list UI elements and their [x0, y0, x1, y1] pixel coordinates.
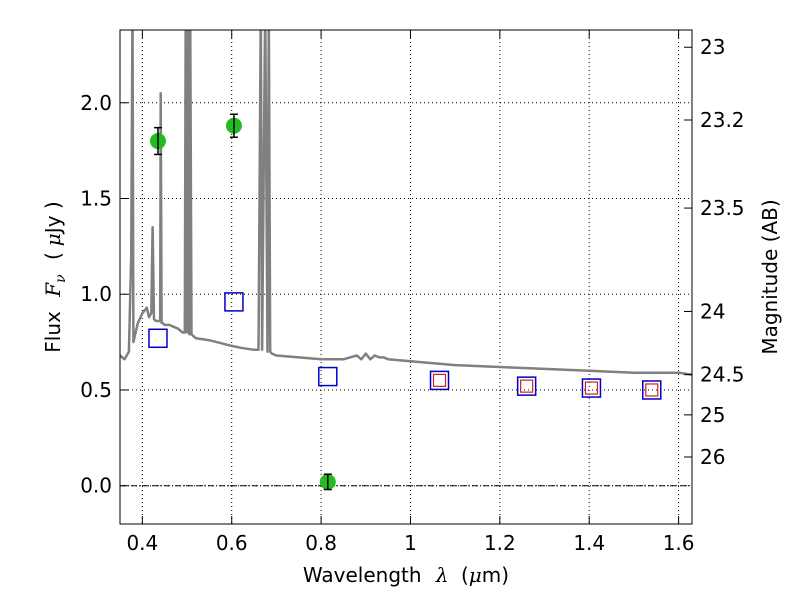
y-axis-title-unit-rest: Jy ) [41, 201, 65, 235]
x-axis-title-symbol: λ [435, 563, 449, 587]
model-point [516, 376, 537, 396]
y-tick-label: 2.0 [80, 91, 112, 115]
x-axis-title-prefix: Wavelength [303, 563, 422, 587]
model-inner-point [520, 379, 534, 393]
y-axis-title-symbol: F [41, 282, 65, 298]
x-axis-title-unit-open: ( [461, 563, 469, 587]
model-inner-point [645, 383, 659, 397]
sed-template-layer [120, 30, 692, 376]
y2-tick-label: 24 [700, 299, 725, 323]
plot-frame [119, 29, 693, 525]
y-axis-title-prefix: Flux [41, 311, 65, 353]
y2-tick-label: 24.5 [700, 363, 745, 387]
x-axis-ticks: 0.4 0.6 0.8 1 1.2 1.4 1.6 [126, 30, 695, 555]
model-point [224, 292, 244, 312]
y-axis-title-subscript: ν [53, 274, 69, 283]
x-tick-label: 0.4 [126, 531, 158, 555]
x-tick-label: 1.4 [573, 531, 605, 555]
x-tick-label: 1 [404, 531, 417, 555]
y-tick-label: 1.5 [80, 186, 112, 210]
y2-tick-label: 25 [700, 403, 725, 427]
model-point [318, 366, 338, 387]
y2-tick-label: 23 [700, 35, 725, 59]
x-axis-title-unit-mu: μ [469, 563, 482, 587]
model-inner-point [584, 381, 599, 395]
y2-tick-label: 23.5 [700, 196, 745, 220]
model-point [148, 328, 168, 349]
photometry-layer [148, 113, 662, 491]
x-tick-label: 1.6 [663, 531, 695, 555]
y2-tick-label: 23.2 [700, 108, 745, 132]
x-tick-label: 0.8 [305, 531, 337, 555]
model-inner-point [432, 373, 447, 387]
x-tick-label: 0.6 [216, 531, 248, 555]
x-axis-title: Wavelength λ (μm) [303, 563, 509, 587]
y-tick-label: 0.5 [80, 378, 112, 402]
model-point [429, 370, 450, 391]
model-point [642, 380, 662, 400]
y-axis-title-unit-mu: μ [41, 233, 65, 246]
y2-axis-ticks: 23 23.2 23.5 24 24.5 25 26 [684, 35, 745, 469]
x-tick-label: 1.2 [484, 531, 516, 555]
y2-axis-title: Magnitude (AB) [758, 199, 782, 354]
model-point [581, 378, 602, 398]
y-tick-label: 0.0 [80, 474, 112, 498]
y-axis-ticks: 0.0 0.5 1.0 1.5 2.0 [80, 91, 128, 498]
y-axis-title: Flux Fν ( μJy ) [41, 201, 70, 352]
x-axis-title-unit-rest: m) [482, 563, 509, 587]
sed-template-line [120, 30, 692, 376]
y2-tick-label: 26 [700, 445, 725, 469]
y-tick-label: 1.0 [80, 282, 112, 306]
y-axis-title-unit-open: ( [41, 252, 65, 260]
